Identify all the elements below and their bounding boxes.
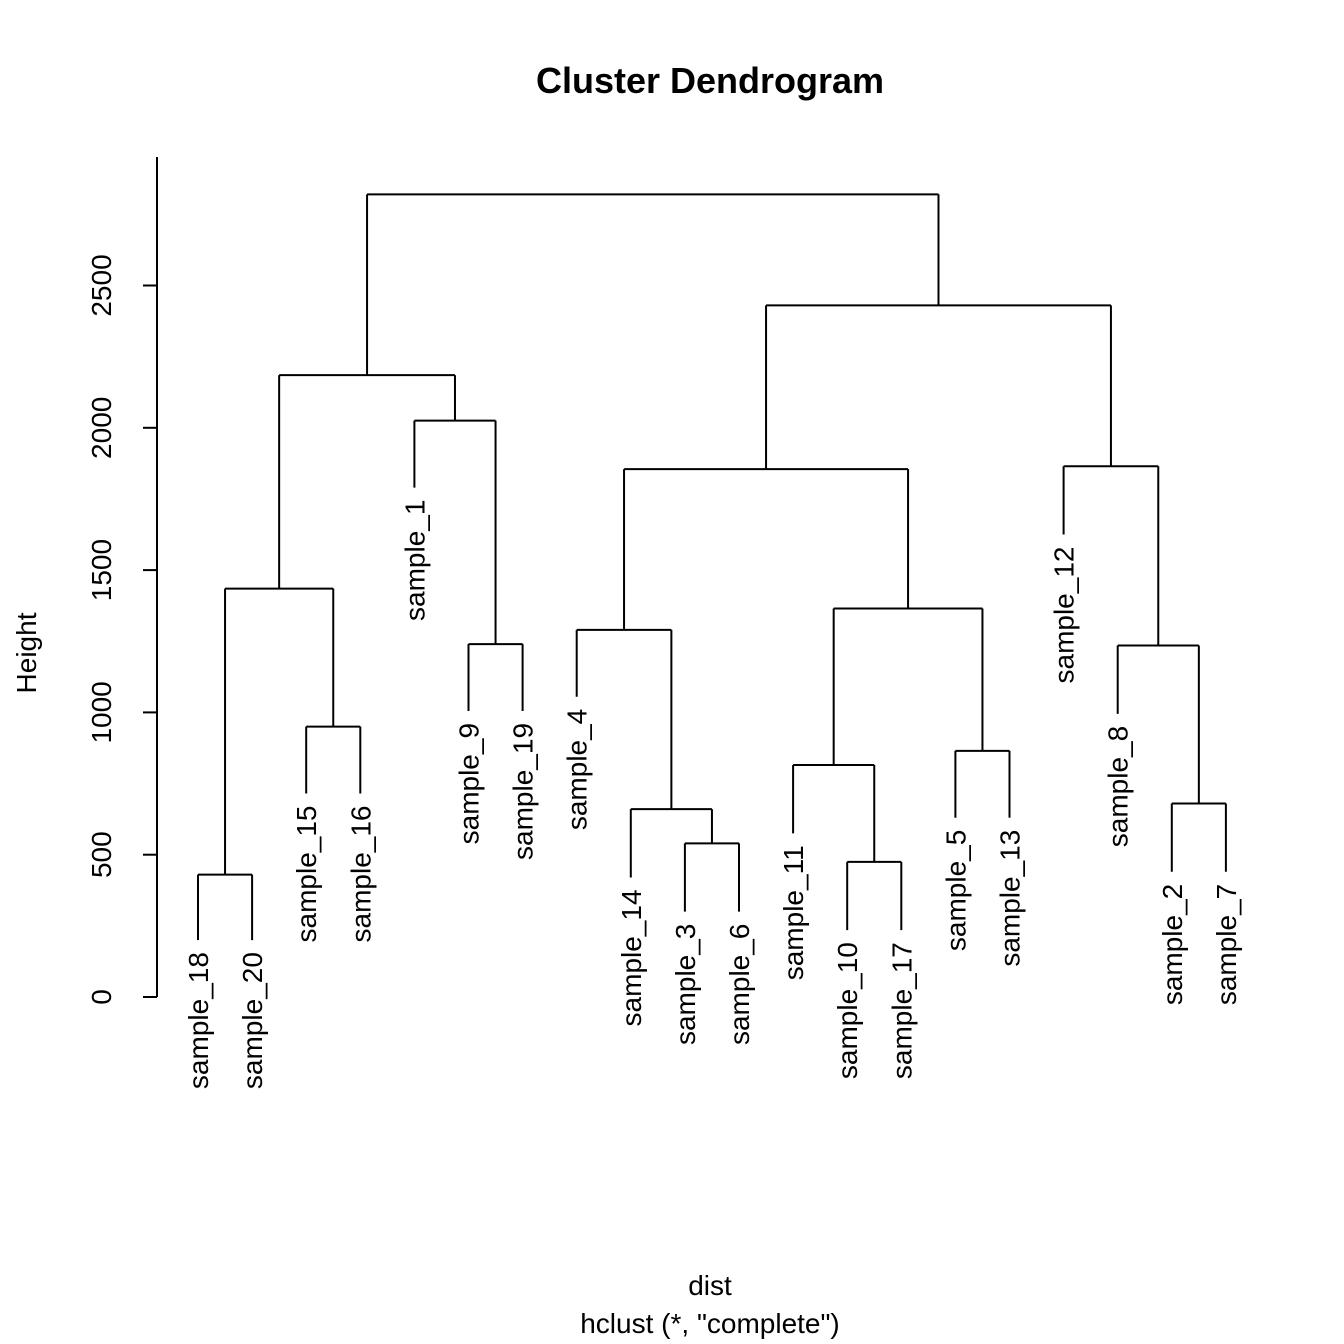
y-axis: 0 500 1000 1500 2000 2500 bbox=[86, 157, 158, 1005]
leaf-label-sample-12: sample_12 bbox=[1049, 547, 1080, 684]
y-tick-label: 1000 bbox=[86, 681, 117, 743]
y-tick-label: 2500 bbox=[86, 254, 117, 316]
leaf-label-sample-5: sample_5 bbox=[940, 830, 971, 951]
leaf-label-sample-4: sample_4 bbox=[562, 709, 593, 830]
leaf-label-sample-20: sample_20 bbox=[237, 952, 268, 1089]
leaf-label-sample-9: sample_9 bbox=[454, 723, 485, 844]
leaf-label-sample-13: sample_13 bbox=[995, 830, 1026, 967]
y-tick-label: 0 bbox=[86, 989, 117, 1005]
leaf-label-sample-1: sample_1 bbox=[399, 500, 430, 621]
leaf-label-sample-15: sample_15 bbox=[291, 806, 322, 943]
leaf-label-sample-6: sample_6 bbox=[724, 924, 755, 1045]
leaf-label-sample-10: sample_10 bbox=[832, 942, 863, 1079]
leaf-label-sample-18: sample_18 bbox=[183, 952, 214, 1089]
y-tick-label: 2000 bbox=[86, 397, 117, 459]
leaf-label-sample-11: sample_11 bbox=[778, 845, 809, 980]
y-tick-label: 1500 bbox=[86, 539, 117, 601]
leaf-label-sample-16: sample_16 bbox=[345, 806, 376, 943]
y-axis-label: Height bbox=[11, 612, 42, 693]
x-axis-label: dist bbox=[688, 1270, 732, 1301]
leaf-label-sample-3: sample_3 bbox=[670, 924, 701, 1045]
leaf-label-sample-17: sample_17 bbox=[886, 942, 917, 1079]
chart-title: Cluster Dendrogram bbox=[536, 60, 884, 101]
dendrogram-tree bbox=[197, 193, 1227, 941]
leaf-label-sample-14: sample_14 bbox=[616, 889, 647, 1026]
leaf-label-sample-19: sample_19 bbox=[508, 723, 539, 860]
x-axis-subtitle: hclust (*, "complete") bbox=[580, 1308, 840, 1339]
leaf-label-sample-7: sample_7 bbox=[1211, 884, 1242, 1005]
leaf-label-sample-2: sample_2 bbox=[1157, 884, 1188, 1005]
leaf-label-sample-8: sample_8 bbox=[1103, 726, 1134, 847]
y-tick-label: 500 bbox=[86, 831, 117, 878]
